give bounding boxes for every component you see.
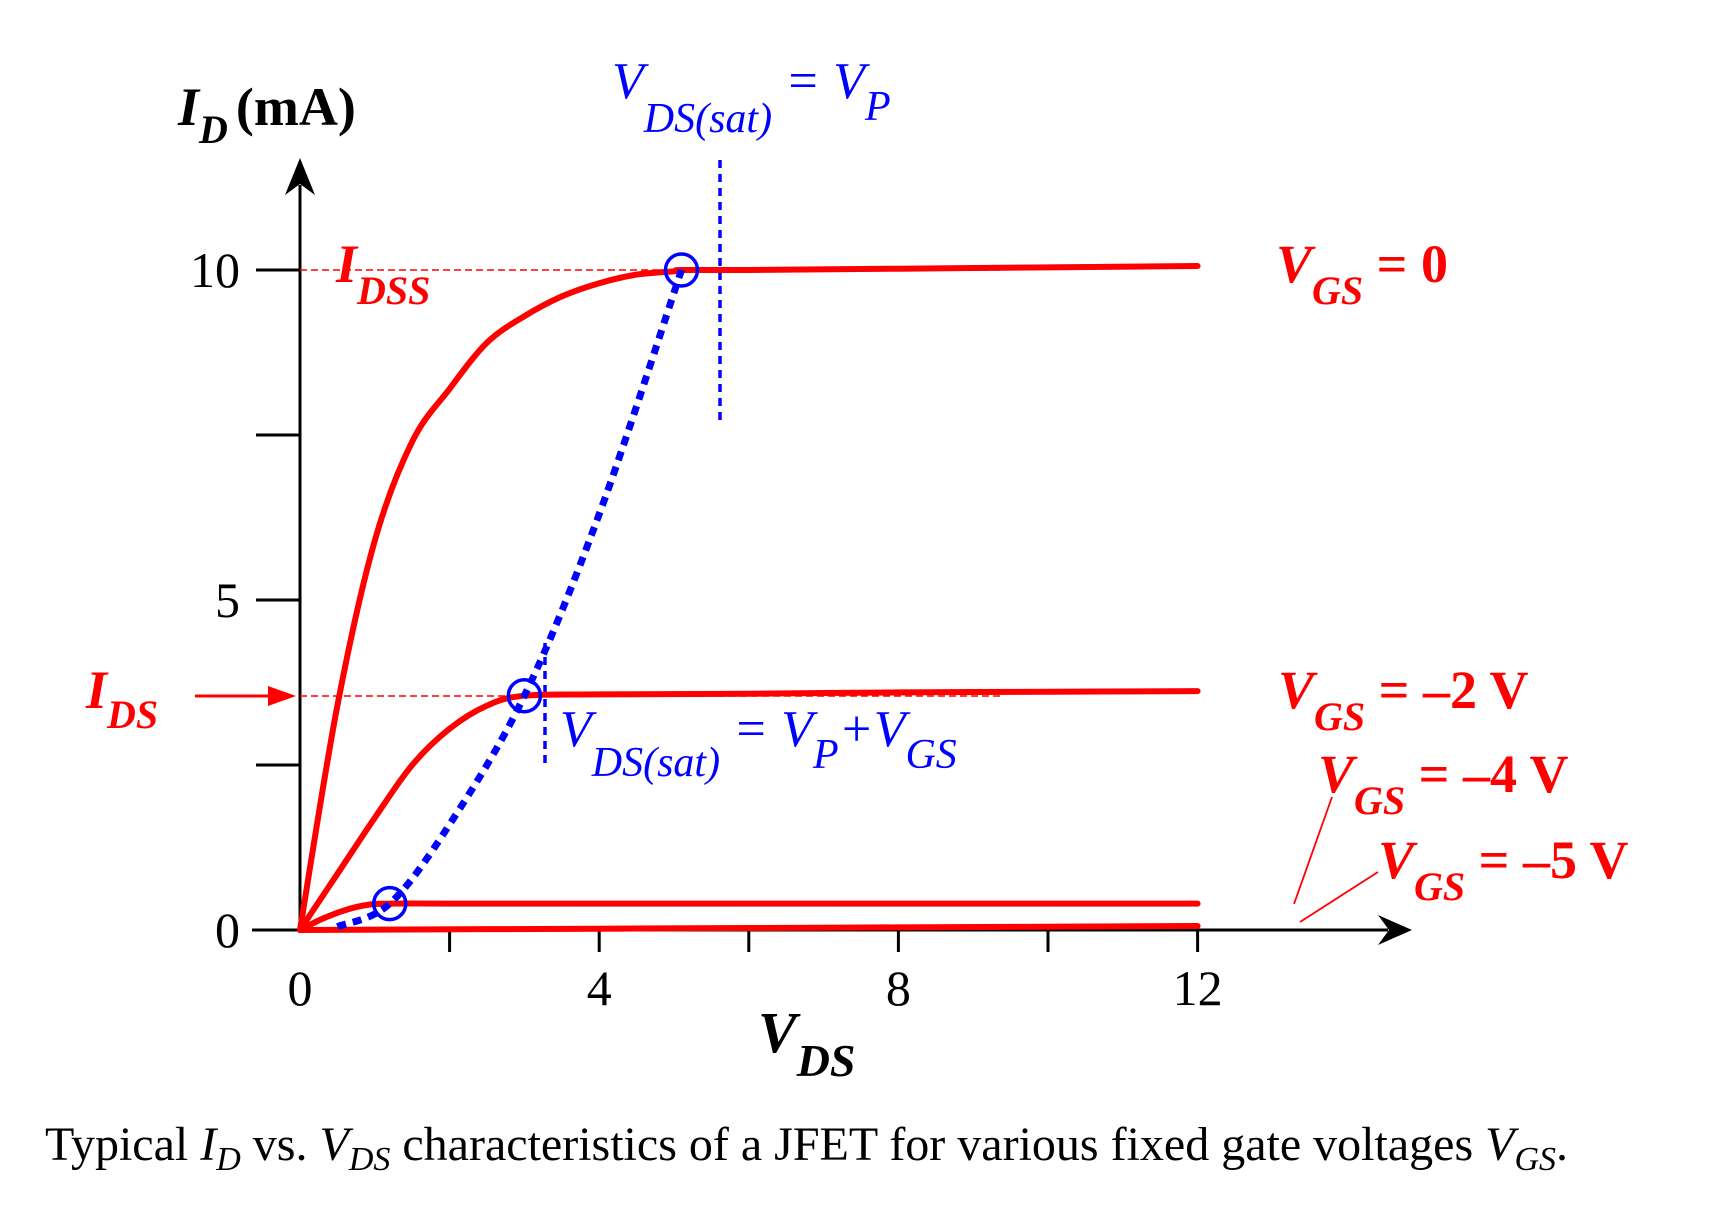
saturation-locus	[336, 252, 700, 930]
series-label-vgs-minus2: VGS = –2 V	[1278, 660, 1528, 739]
y-axis-arrow	[285, 158, 315, 195]
figure-caption: Typical ID vs. VDS characteristics of a …	[45, 1118, 1568, 1178]
curve-series-1	[297, 688, 1201, 933]
curve-series-2	[297, 900, 1201, 933]
series-label-vgs-minus5: VGS = –5 V	[1378, 830, 1628, 909]
x-tick-label-4: 4	[587, 960, 612, 1016]
x-ticks: 0 4 8 12	[288, 930, 1223, 1016]
ids-label: IDS	[85, 660, 158, 737]
y-tick-label-0: 0	[215, 902, 240, 958]
saturation-locus-line	[336, 268, 685, 930]
vdssat-vp-vgs-label: VDS(sat) = VP+VGS	[560, 701, 957, 786]
x-axis-title: VDS	[758, 1000, 856, 1086]
x-tick-label-12: 12	[1173, 960, 1223, 1016]
series-label-vgs-0: VGS = 0	[1276, 234, 1448, 313]
idss-label: IDSS	[335, 234, 430, 313]
leader-line-vgs-minus5	[1299, 871, 1379, 923]
y-axis-title: ID (mA)	[177, 77, 356, 152]
saturation-point-1	[506, 677, 543, 714]
curve-series-3	[297, 923, 1201, 933]
ids-arrow	[195, 686, 296, 706]
y-tick-label-10: 10	[190, 242, 240, 298]
series-label-vgs-minus4: VGS = –4 V	[1318, 744, 1568, 823]
x-tick-label-0: 0	[288, 960, 313, 1016]
x-tick-label-8: 8	[886, 960, 911, 1016]
leader-lines	[1293, 796, 1379, 923]
vdssat-vp-label: VDS(sat) = VP	[612, 53, 891, 142]
y-ticks: 0 5 10	[190, 242, 300, 958]
characteristic-curves	[297, 263, 1201, 933]
curve-series-0	[297, 263, 1201, 933]
x-axis-arrow	[1378, 915, 1412, 945]
saturation-point-2	[663, 252, 700, 288]
leader-line-vgs-minus4	[1293, 796, 1333, 905]
saturation-point-0	[372, 885, 408, 922]
y-tick-label-5: 5	[215, 572, 240, 628]
